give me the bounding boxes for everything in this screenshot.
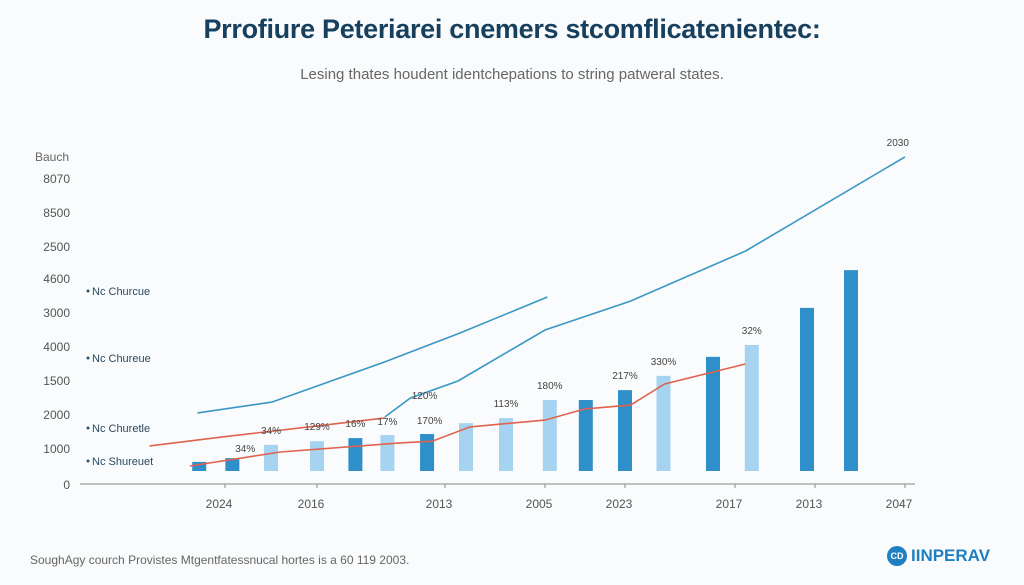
chart-title: Prrofiure Peteriarei cnemers stcomflicat… <box>203 14 821 44</box>
x-tick-label: 2013 <box>426 497 453 511</box>
data-label: 217% <box>612 371 638 382</box>
bar <box>656 375 671 471</box>
logo-mark-icon: CD <box>887 546 907 566</box>
legend-item: Nc Shureuet <box>92 456 153 468</box>
bar <box>380 435 395 471</box>
y-tick-label: 8500 <box>43 206 70 220</box>
bar <box>706 356 720 471</box>
legend-bullet-icon <box>86 426 90 430</box>
bar <box>744 344 759 471</box>
y-tick-label: 2000 <box>43 408 70 422</box>
x-tick-label: 2013 <box>796 497 823 511</box>
data-label: 180% <box>537 381 563 392</box>
data-label: 34% <box>235 444 255 455</box>
bar <box>264 444 278 471</box>
bar <box>542 400 557 471</box>
y-tick-label: 2500 <box>43 240 70 254</box>
series-line-red <box>149 417 385 447</box>
x-tick-label: 2005 <box>526 497 553 511</box>
bar <box>578 400 593 471</box>
series-line-blue <box>384 156 906 418</box>
y-tick-label: 0 <box>63 478 70 492</box>
data-label: 2030 <box>887 138 910 149</box>
y-axis-label: Bauch <box>35 150 69 164</box>
data-label: 330% <box>651 357 677 368</box>
bar <box>348 438 363 471</box>
x-tick-label: 2017 <box>716 497 743 511</box>
data-label: 16% <box>345 419 365 430</box>
data-label: 120% <box>412 391 438 402</box>
x-tick-label: 2047 <box>886 497 913 511</box>
y-tick-label: 4600 <box>43 272 70 286</box>
x-tick-label: 2023 <box>606 497 633 511</box>
logo-text: IINPERAV <box>911 546 991 565</box>
series-line-blue <box>197 296 548 414</box>
legend-item: Nc Chureue <box>92 353 151 365</box>
legend-item: Nc Churetle <box>92 423 150 435</box>
bar <box>499 418 513 471</box>
bar <box>844 270 858 471</box>
bar <box>310 441 324 471</box>
bar <box>192 461 207 471</box>
y-tick-label: 8070 <box>43 172 70 186</box>
bar <box>225 458 240 471</box>
legend-item: Nc Churcue <box>92 286 150 298</box>
chart-subtitle: Lesing thates houdent identchepations to… <box>300 66 724 83</box>
y-tick-label: 1500 <box>43 374 70 388</box>
x-tick-label: 2016 <box>298 497 325 511</box>
data-label: 34% <box>261 426 281 437</box>
series-line-red <box>189 363 746 467</box>
data-label: 113% <box>494 399 519 410</box>
legend-bullet-icon <box>86 289 90 293</box>
data-label: 32% <box>742 326 762 337</box>
bar <box>618 390 632 471</box>
data-label: 17% <box>377 417 397 428</box>
legend-bullet-icon <box>86 459 90 463</box>
legend-bullet-icon <box>86 356 90 360</box>
bar <box>420 434 435 471</box>
brand-logo: CD IINPERAV <box>887 546 990 566</box>
footer-source-note: SoughAgy courch Provistes Mtgentfatessnu… <box>30 553 410 567</box>
bar <box>800 307 814 471</box>
bar <box>459 423 473 471</box>
data-label: 129% <box>304 422 330 433</box>
y-tick-label: 3000 <box>43 306 70 320</box>
x-tick-label: 2024 <box>206 497 233 511</box>
y-tick-label: 4000 <box>43 340 70 354</box>
data-label: 170% <box>417 416 443 427</box>
y-tick-label: 1000 <box>43 442 70 456</box>
